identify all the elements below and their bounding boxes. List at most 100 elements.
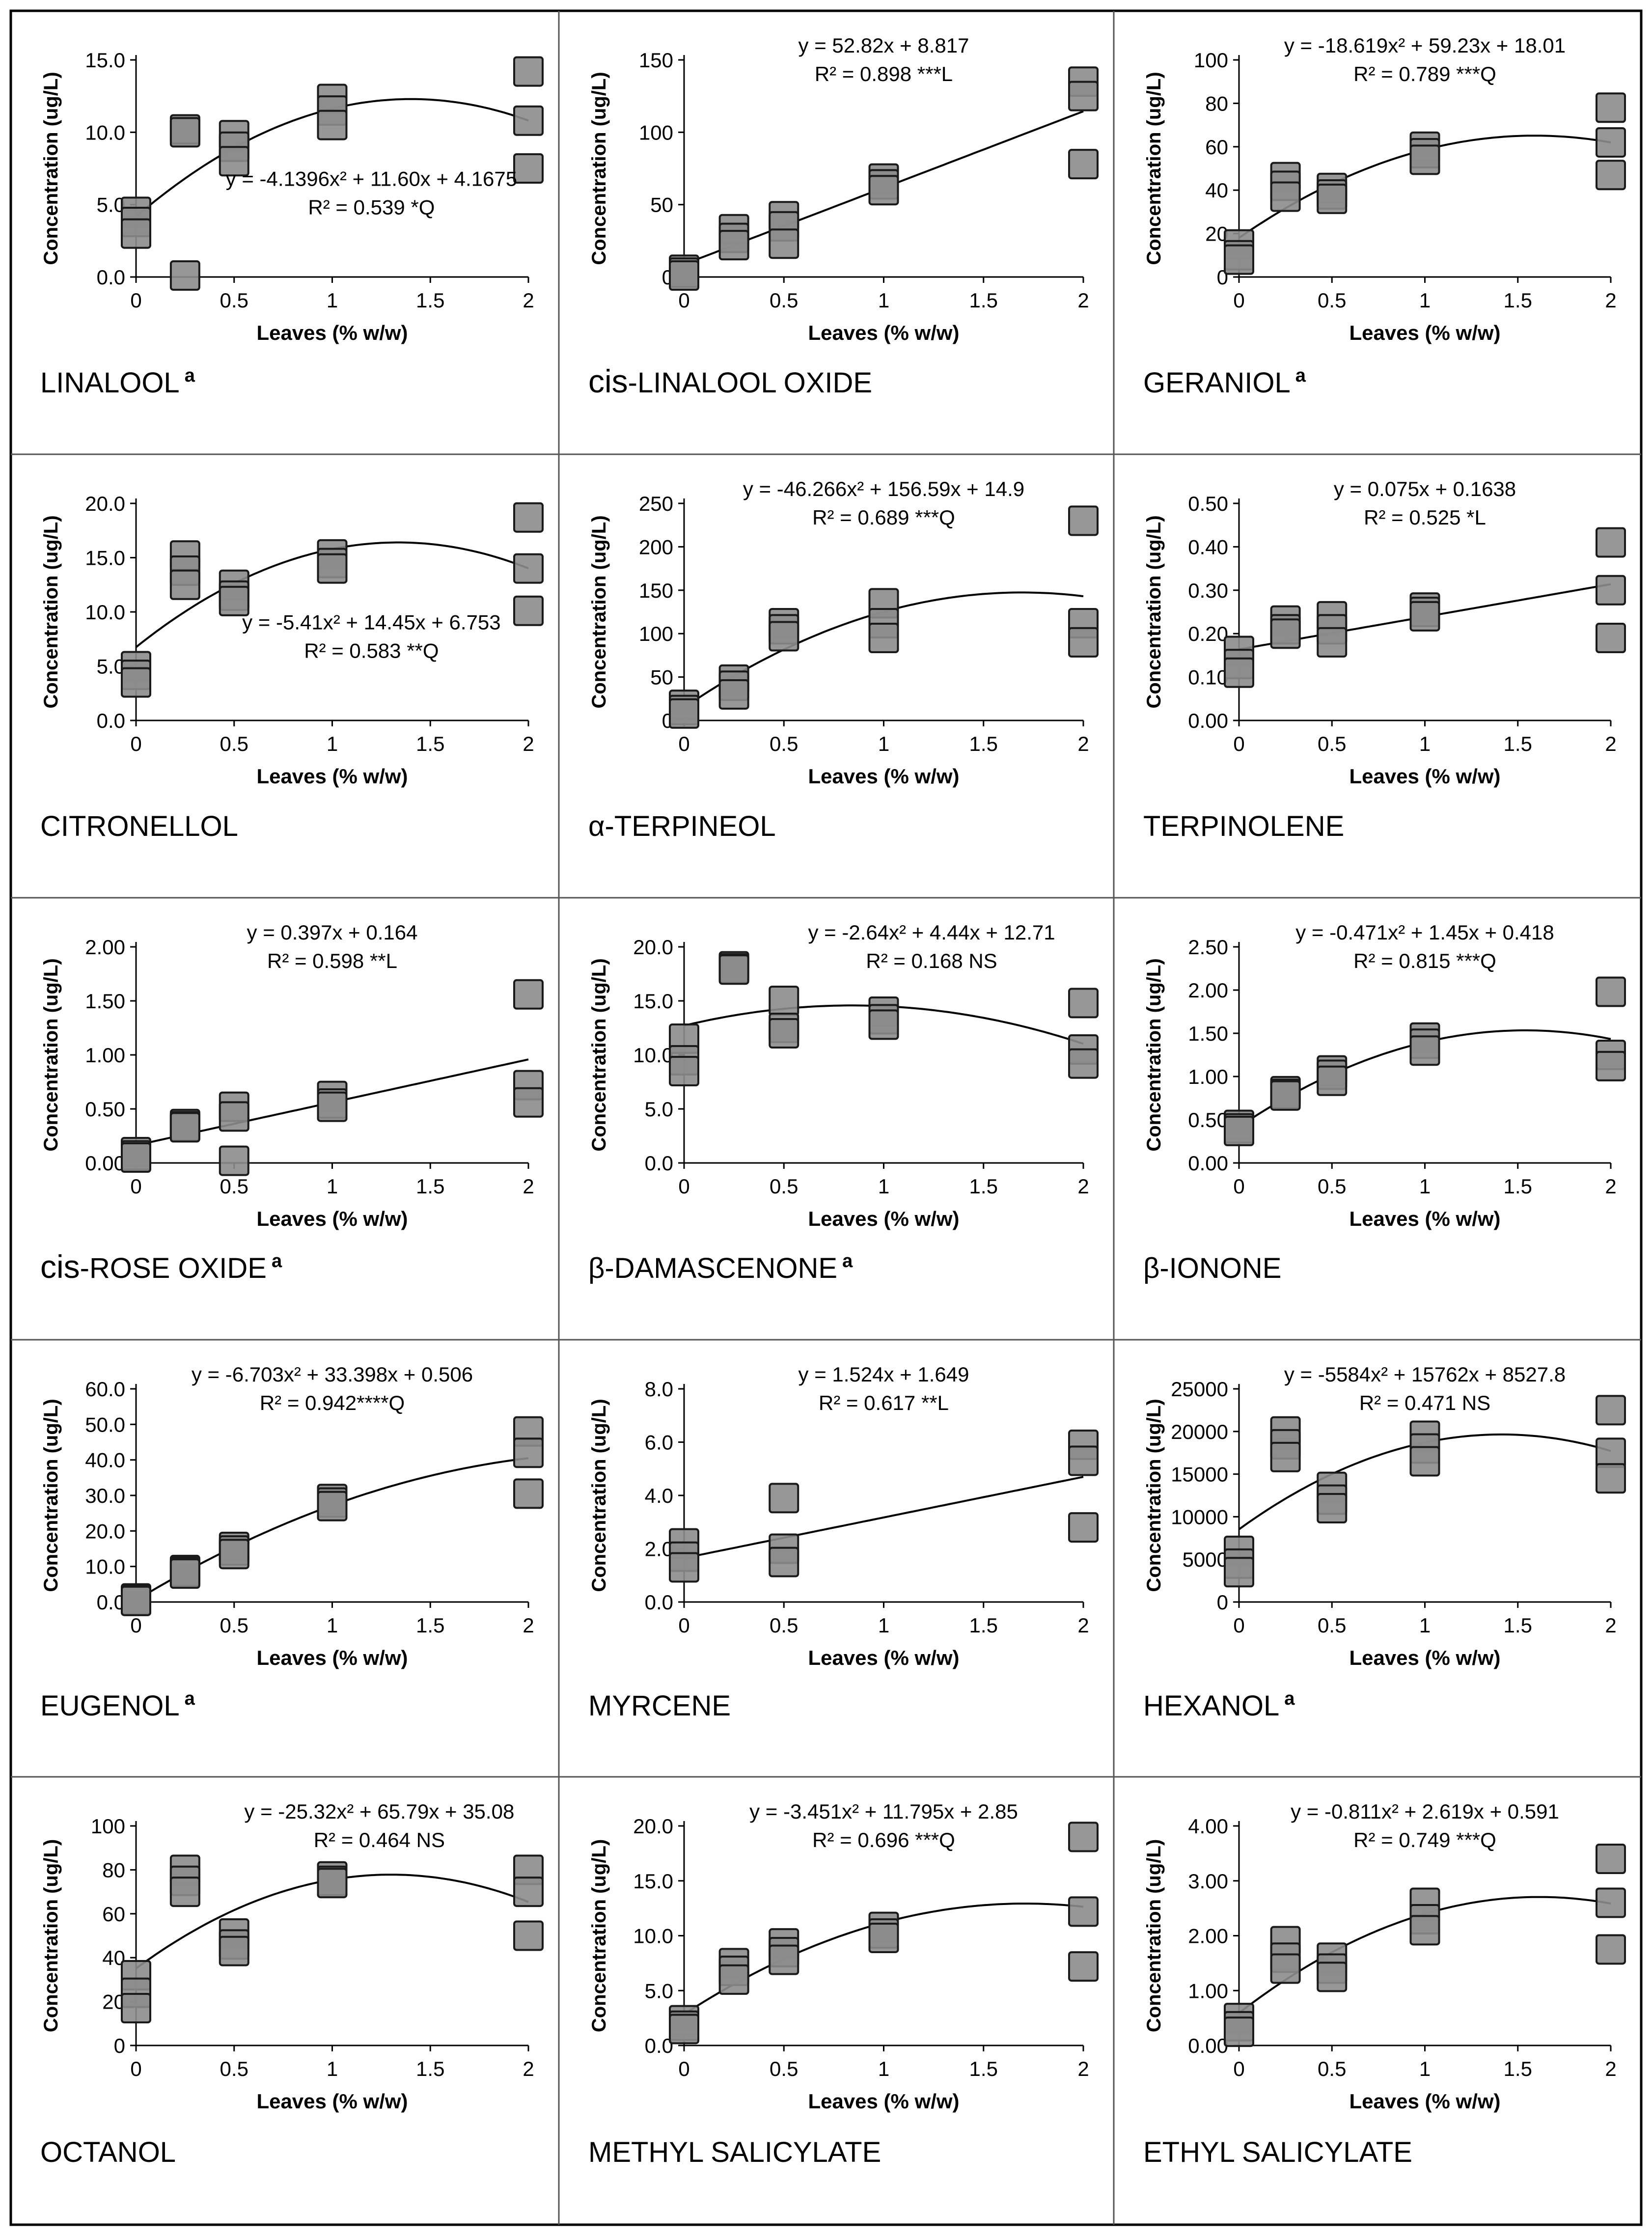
compound-superscript: a bbox=[272, 1251, 282, 1271]
y-tick-label: 4.00 bbox=[1188, 1815, 1228, 1838]
x-tick-label: 2 bbox=[1077, 289, 1089, 312]
x-tick-label: 1.5 bbox=[416, 732, 444, 755]
data-point bbox=[317, 1091, 348, 1122]
x-tick-label: 0 bbox=[130, 2057, 141, 2080]
y-axis-title: Concentration (ug/L) bbox=[588, 72, 610, 265]
data-point bbox=[317, 553, 348, 584]
x-axis-title: Leaves (% w/w) bbox=[808, 765, 959, 788]
data-point bbox=[219, 1539, 249, 1570]
compound-name: α-TERPINEOL bbox=[588, 810, 776, 842]
data-point bbox=[219, 146, 249, 177]
data-point bbox=[1068, 1048, 1099, 1079]
x-tick-label: 2 bbox=[1605, 2057, 1616, 2080]
x-tick-label: 1 bbox=[878, 1614, 889, 1637]
data-point bbox=[1068, 505, 1099, 536]
x-tick-label: 2 bbox=[1605, 1614, 1616, 1637]
y-axis-title: Concentration (ug/L) bbox=[40, 1839, 62, 2032]
y-axis-title: Concentration (ug/L) bbox=[1143, 72, 1165, 265]
data-point bbox=[669, 260, 699, 291]
x-tick-label: 1 bbox=[327, 2057, 338, 2080]
fit-r-squared: R² = 0.539 *Q bbox=[308, 195, 435, 219]
x-tick-label: 0 bbox=[130, 289, 141, 312]
y-tick-label: 100 bbox=[1194, 49, 1228, 72]
x-tick-label: 2 bbox=[1077, 1175, 1089, 1198]
x-tick-label: 2 bbox=[1605, 289, 1616, 312]
y-tick-label: 60.0 bbox=[85, 1378, 125, 1401]
x-tick-label: 0.5 bbox=[220, 289, 248, 312]
fit-r-squared: R² = 0.696 ***Q bbox=[812, 1828, 955, 1851]
x-tick-label: 2 bbox=[523, 2057, 534, 2080]
data-point bbox=[513, 56, 544, 87]
data-point bbox=[1596, 527, 1626, 558]
x-axis-title: Leaves (% w/w) bbox=[256, 1207, 408, 1230]
data-point bbox=[868, 1009, 899, 1040]
fit-equation: y = -6.703x² + 33.398x + 0.506 bbox=[192, 1363, 473, 1386]
x-tick-label: 0 bbox=[678, 1175, 689, 1198]
x-tick-label: 0.5 bbox=[770, 289, 798, 312]
chart-eugenol: 0.0 10.0 20.0 30.0 40.0 50.0 60.0 0 0.5 1 1.5 2 Leav… bbox=[40, 1363, 544, 1722]
y-tick-label: 0.0 bbox=[645, 2034, 673, 2057]
data-point bbox=[1317, 627, 1348, 658]
fit-equation: y = 1.524x + 1.649 bbox=[798, 1363, 969, 1386]
y-tick-label: 1.00 bbox=[1188, 1065, 1228, 1088]
y-tick-label: 1.50 bbox=[85, 990, 125, 1013]
data-point bbox=[769, 986, 799, 1016]
data-point bbox=[1596, 127, 1626, 158]
compound-superscript: a bbox=[842, 1251, 853, 1271]
data-point bbox=[121, 218, 151, 249]
x-tick-label: 0 bbox=[1233, 289, 1244, 312]
x-tick-label: 2 bbox=[523, 732, 534, 755]
y-tick-label: 0.50 bbox=[1188, 492, 1228, 515]
y-tick-label: 6.0 bbox=[645, 1431, 673, 1454]
y-axis-title: Concentration (ug/L) bbox=[40, 515, 62, 708]
x-tick-label: 1 bbox=[878, 2057, 889, 2080]
x-tick-label: 1 bbox=[878, 732, 889, 755]
figure-frame bbox=[9, 9, 1643, 2226]
compound-name: β-DAMASCENONE a bbox=[588, 1251, 853, 1284]
y-tick-label: 100 bbox=[639, 622, 673, 645]
y-tick-label: 60 bbox=[1205, 136, 1228, 159]
data-point bbox=[1068, 988, 1099, 1019]
fit-r-squared: R² = 0.464 NS bbox=[314, 1828, 445, 1851]
fit-r-squared: R² = 0.815 ***Q bbox=[1353, 949, 1496, 972]
x-tick-label: 1 bbox=[1419, 1175, 1431, 1198]
y-tick-label: 2.00 bbox=[1188, 1925, 1228, 1948]
fit-equation: y = -2.64x² + 4.44x + 12.71 bbox=[808, 921, 1055, 944]
data-point bbox=[1409, 1035, 1440, 1066]
x-axis-title: Leaves (% w/w) bbox=[1349, 1646, 1500, 1669]
data-point bbox=[1409, 1446, 1440, 1477]
chart-methyl-salicylate: 0.0 5.0 10.0 15.0 20.0 0 0.5 1 1.5 2 Leaves (% w/w… bbox=[588, 1800, 1099, 2168]
data-point bbox=[317, 110, 348, 140]
x-tick-label: 1.5 bbox=[969, 289, 998, 312]
data-point bbox=[1068, 1951, 1099, 1982]
y-tick-label: 0 bbox=[1217, 1591, 1228, 1614]
data-point bbox=[219, 1145, 249, 1176]
y-tick-label: 10.0 bbox=[85, 601, 125, 624]
x-tick-label: 0.5 bbox=[1318, 2057, 1346, 2080]
data-point bbox=[718, 954, 749, 985]
x-tick-label: 0.5 bbox=[770, 1175, 798, 1198]
x-tick-label: 0.5 bbox=[220, 732, 248, 755]
x-tick-label: 0.5 bbox=[770, 1614, 798, 1637]
data-point bbox=[1224, 1557, 1254, 1588]
y-tick-label: 15.0 bbox=[85, 547, 125, 570]
x-tick-label: 1.5 bbox=[969, 2057, 998, 2080]
y-axis-title: Concentration (ug/L) bbox=[40, 958, 62, 1151]
y-axis-title: Concentration (ug/L) bbox=[1143, 1399, 1165, 1592]
data-point bbox=[121, 1142, 151, 1173]
y-tick-label: 10.0 bbox=[85, 121, 125, 144]
data-point bbox=[219, 1935, 249, 1966]
y-tick-label: 2.00 bbox=[1188, 979, 1228, 1002]
x-tick-label: 1.5 bbox=[1504, 1175, 1532, 1198]
fit-equation: y = -46.266x² + 156.59x + 14.9 bbox=[743, 477, 1024, 500]
compound-name: CITRONELLOL bbox=[40, 810, 238, 842]
x-tick-label: 0.5 bbox=[220, 2057, 248, 2080]
data-point bbox=[669, 698, 699, 729]
x-tick-label: 0.5 bbox=[1318, 289, 1346, 312]
x-tick-label: 0 bbox=[1233, 1614, 1244, 1637]
fit-equation: y = 0.075x + 0.1638 bbox=[1334, 477, 1516, 500]
compound-name: cis-ROSE OXIDE a bbox=[40, 1248, 282, 1285]
y-tick-label: 0.40 bbox=[1188, 535, 1228, 558]
x-axis-title: Leaves (% w/w) bbox=[1349, 1207, 1500, 1230]
data-point bbox=[769, 228, 799, 259]
